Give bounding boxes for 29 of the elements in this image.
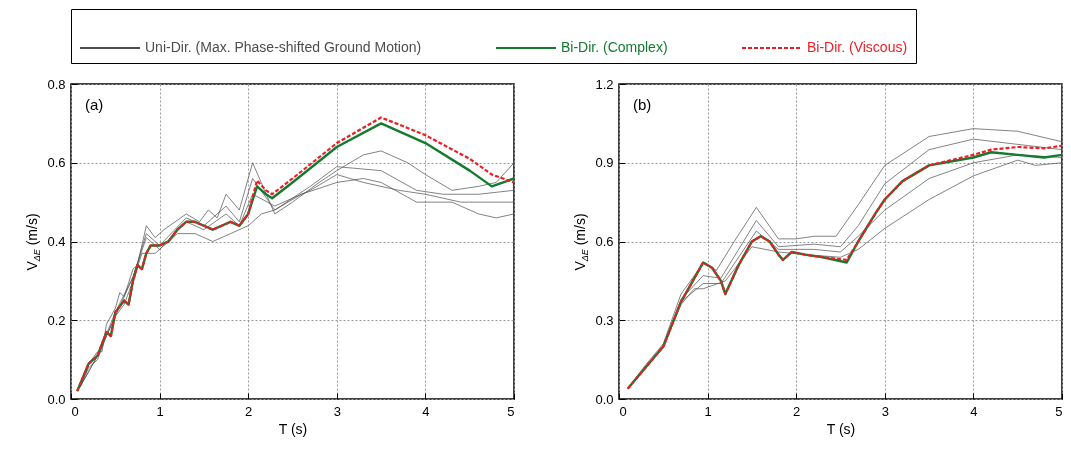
legend-label: Bi-Dir. (Viscous): [807, 39, 908, 55]
y-tick-label: 0.9: [595, 155, 614, 171]
x-tick-label: 1: [704, 403, 712, 419]
y-tick-label: 0.6: [595, 234, 614, 249]
y-tick-label: 0.3: [595, 312, 614, 328]
x-tick-label: 3: [333, 403, 341, 419]
x-tick-label: 2: [245, 403, 253, 419]
x-tick-label: 2: [793, 403, 801, 419]
annotation: (a): [85, 96, 104, 113]
legend-label: Uni-Dir. (Max. Phase-shifted Ground Motion): [145, 39, 422, 55]
y-tick-label: 0.6: [47, 155, 66, 171]
legend-label: Bi-Dir. (Complex): [561, 39, 668, 55]
x-tick-label: 4: [422, 403, 430, 419]
y-tick-label: 1.2: [595, 76, 614, 92]
x-tick-label: 0: [619, 403, 627, 419]
y-tick-label: 0.0: [47, 391, 66, 407]
x-tick-label: 1: [156, 403, 164, 419]
x-tick-label: 5: [507, 403, 515, 419]
y-tick-label: 0.2: [47, 312, 66, 328]
x-axis-title: T (s): [826, 420, 856, 437]
x-tick-label: 3: [881, 403, 889, 419]
y-tick-label: 0.8: [47, 76, 66, 92]
x-tick-label: 5: [1055, 403, 1063, 419]
x-tick-label: 0: [71, 403, 79, 419]
y-tick-label: 0.4: [47, 234, 66, 249]
y-tick-label: 0.0: [595, 391, 614, 407]
annotation: (b): [633, 96, 652, 113]
x-axis-title: T (s): [278, 420, 308, 437]
x-tick-label: 4: [970, 403, 978, 419]
